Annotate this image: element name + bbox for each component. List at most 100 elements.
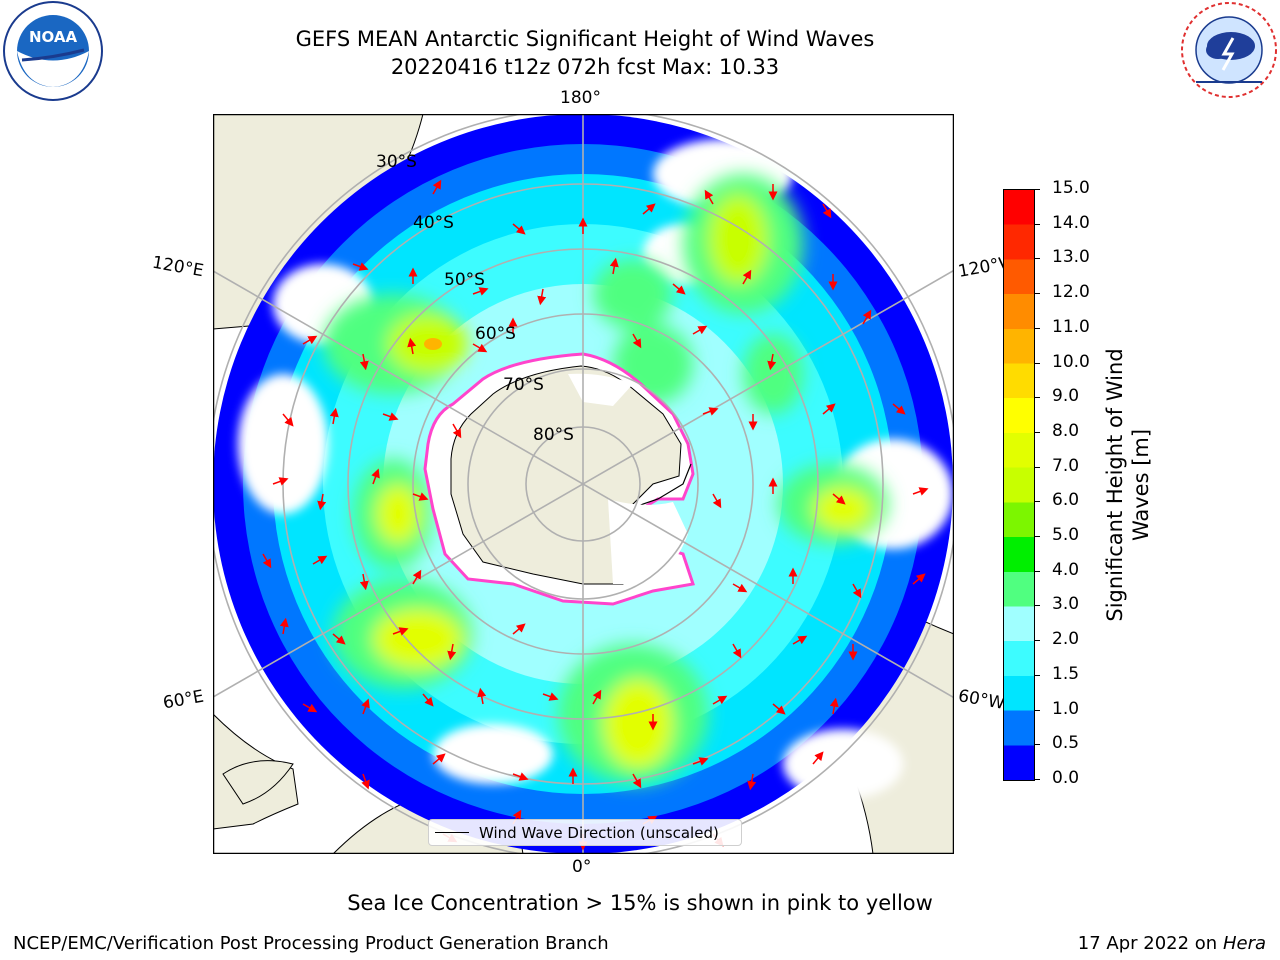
wave-direction-arrow	[747, 773, 757, 791]
wave-direction-arrow	[447, 643, 457, 661]
wave-direction-arrow	[472, 287, 489, 296]
colorbar-tick-label: 0.5	[1052, 733, 1080, 754]
wave-direction-arrow	[712, 493, 722, 509]
wave-direction-arrow	[432, 179, 442, 195]
colorbar-title: Significant Height of WindWaves [m]	[1103, 348, 1153, 621]
colorbar-tick-label: 5.0	[1052, 525, 1080, 546]
wave-direction-arrow	[371, 468, 380, 485]
lat-label-80s: 80°S	[533, 425, 574, 445]
wave-direction-arrow	[767, 353, 777, 371]
map-legend: Wind Wave Direction (unscaled)	[428, 819, 742, 846]
wave-direction-arrow	[822, 403, 836, 415]
colorbar-tick	[1034, 779, 1040, 780]
wave-direction-arrow	[392, 627, 409, 636]
chart-title: GEFS MEAN Antarctic Significant Height o…	[295, 27, 875, 51]
wave-direction-arrow	[361, 698, 370, 715]
wave-direction-arrow	[732, 583, 748, 593]
colorbar-tick-label: 0.0	[1052, 768, 1080, 788]
colorbar-tick	[1034, 744, 1040, 746]
colorbar-tick	[1034, 536, 1040, 538]
lon-label-0: 0°	[572, 857, 592, 877]
wave-direction-arrow	[609, 257, 619, 275]
wave-direction-arrow	[512, 223, 526, 235]
noaa-logo-icon: NOAA	[2, 0, 104, 102]
wave-direction-arrow	[712, 695, 728, 705]
lat-label-40s: 40°S	[413, 213, 454, 233]
colorbar-tick	[1034, 258, 1040, 260]
wave-direction-arrow	[912, 487, 929, 496]
legend-line-icon	[435, 832, 469, 833]
lat-label-60s: 60°S	[475, 324, 516, 344]
colorbar-tick	[1034, 431, 1040, 433]
wave-direction-arrow	[352, 262, 369, 271]
wave-direction-arrow	[317, 493, 327, 511]
footer-right: 17 Apr 2022 on Hera	[1078, 933, 1266, 954]
lat-label-30s: 30°S	[376, 152, 417, 172]
wave-direction-arrow	[359, 573, 369, 591]
wave-direction-arrow	[592, 689, 602, 705]
colorbar-tick	[1034, 709, 1040, 711]
wave-direction-arrow	[332, 633, 346, 645]
map-frame	[212, 113, 955, 855]
footer-left: NCEP/EMC/Verification Post Processing Pr…	[13, 933, 609, 954]
colorbar-tick	[1034, 327, 1040, 329]
wave-direction-arrow	[642, 203, 656, 215]
colorbar-tick	[1034, 605, 1040, 607]
land-madagascar	[222, 760, 294, 805]
wave-direction-arrow	[412, 492, 429, 501]
lat-label-70s: 70°S	[503, 375, 544, 395]
wave-direction-arrow	[432, 753, 446, 765]
colorbar-tick-label: 8.0	[1052, 420, 1080, 441]
wave-direction-arrow	[829, 697, 839, 715]
wave-direction-arrow	[892, 403, 906, 415]
colorbar-tick	[1034, 640, 1040, 642]
wave-direction-arrow	[279, 617, 289, 635]
wave-direction-arrow	[822, 203, 832, 219]
wave-direction-arrow	[672, 283, 686, 295]
wave-direction-arrow	[472, 343, 488, 353]
wave-direction-arrow	[632, 333, 642, 349]
lon-label-60w: 60°W	[956, 686, 1007, 714]
colorbar-tick	[1034, 466, 1040, 468]
wave-direction-arrow	[512, 772, 529, 781]
colorbar-tick-label: 4.0	[1052, 559, 1080, 580]
lon-label-180: 180°	[560, 88, 601, 108]
wave-direction-arrow	[282, 413, 294, 427]
wave-direction-arrow	[361, 773, 370, 790]
noaa-logo-text: NOAA	[29, 28, 78, 46]
wave-direction-arrow	[542, 692, 559, 701]
wave-direction-arrow	[382, 412, 399, 421]
chart-subtitle: 20220416 t12z 072h fcst Max: 10.33	[390, 55, 780, 79]
sea-ice-note: Sea Ice Concentration > 15% is shown in …	[347, 891, 933, 915]
colorbar-tick-label: 15.0	[1052, 178, 1090, 198]
colorbar-tick-label: 6.0	[1052, 490, 1080, 511]
colorbar-tick	[1034, 362, 1040, 364]
wave-direction-arrow	[732, 643, 742, 659]
colorbar-tick-label: 2.0	[1052, 629, 1080, 650]
wave-direction-arrow	[702, 407, 719, 416]
wave-direction-arrow	[812, 751, 824, 765]
colorbar-tick-label: 1.0	[1052, 698, 1080, 719]
wave-direction-arrow	[792, 635, 808, 645]
footer-machine: Hera	[1222, 933, 1266, 954]
wave-direction-arrow	[359, 353, 369, 371]
colorbar-tick	[1034, 189, 1040, 190]
colorbar-tick-label: 14.0	[1052, 212, 1090, 233]
wave-direction-arrow	[692, 757, 709, 766]
wave-direction-arrow	[772, 703, 786, 715]
colorbar-tick-label: 13.0	[1052, 247, 1090, 268]
wave-direction-arrow	[422, 693, 434, 707]
wave-direction-arrow	[862, 309, 872, 325]
wave-direction-arrow	[832, 493, 846, 505]
colorbar-tick	[1034, 674, 1040, 676]
wave-direction-arrow	[692, 325, 708, 335]
wave-direction-arrow	[329, 407, 339, 425]
colorbar	[1003, 189, 1035, 781]
polar-map	[212, 113, 955, 855]
colorbar-title-container: Significant Height of WindWaves [m]	[1100, 180, 1160, 790]
wave-direction-arrow	[537, 288, 547, 306]
colorbar-tick	[1034, 293, 1040, 295]
colorbar-tick-label: 7.0	[1052, 455, 1080, 476]
wave-direction-arrow	[477, 687, 487, 705]
wave-direction-arrow	[704, 189, 714, 205]
